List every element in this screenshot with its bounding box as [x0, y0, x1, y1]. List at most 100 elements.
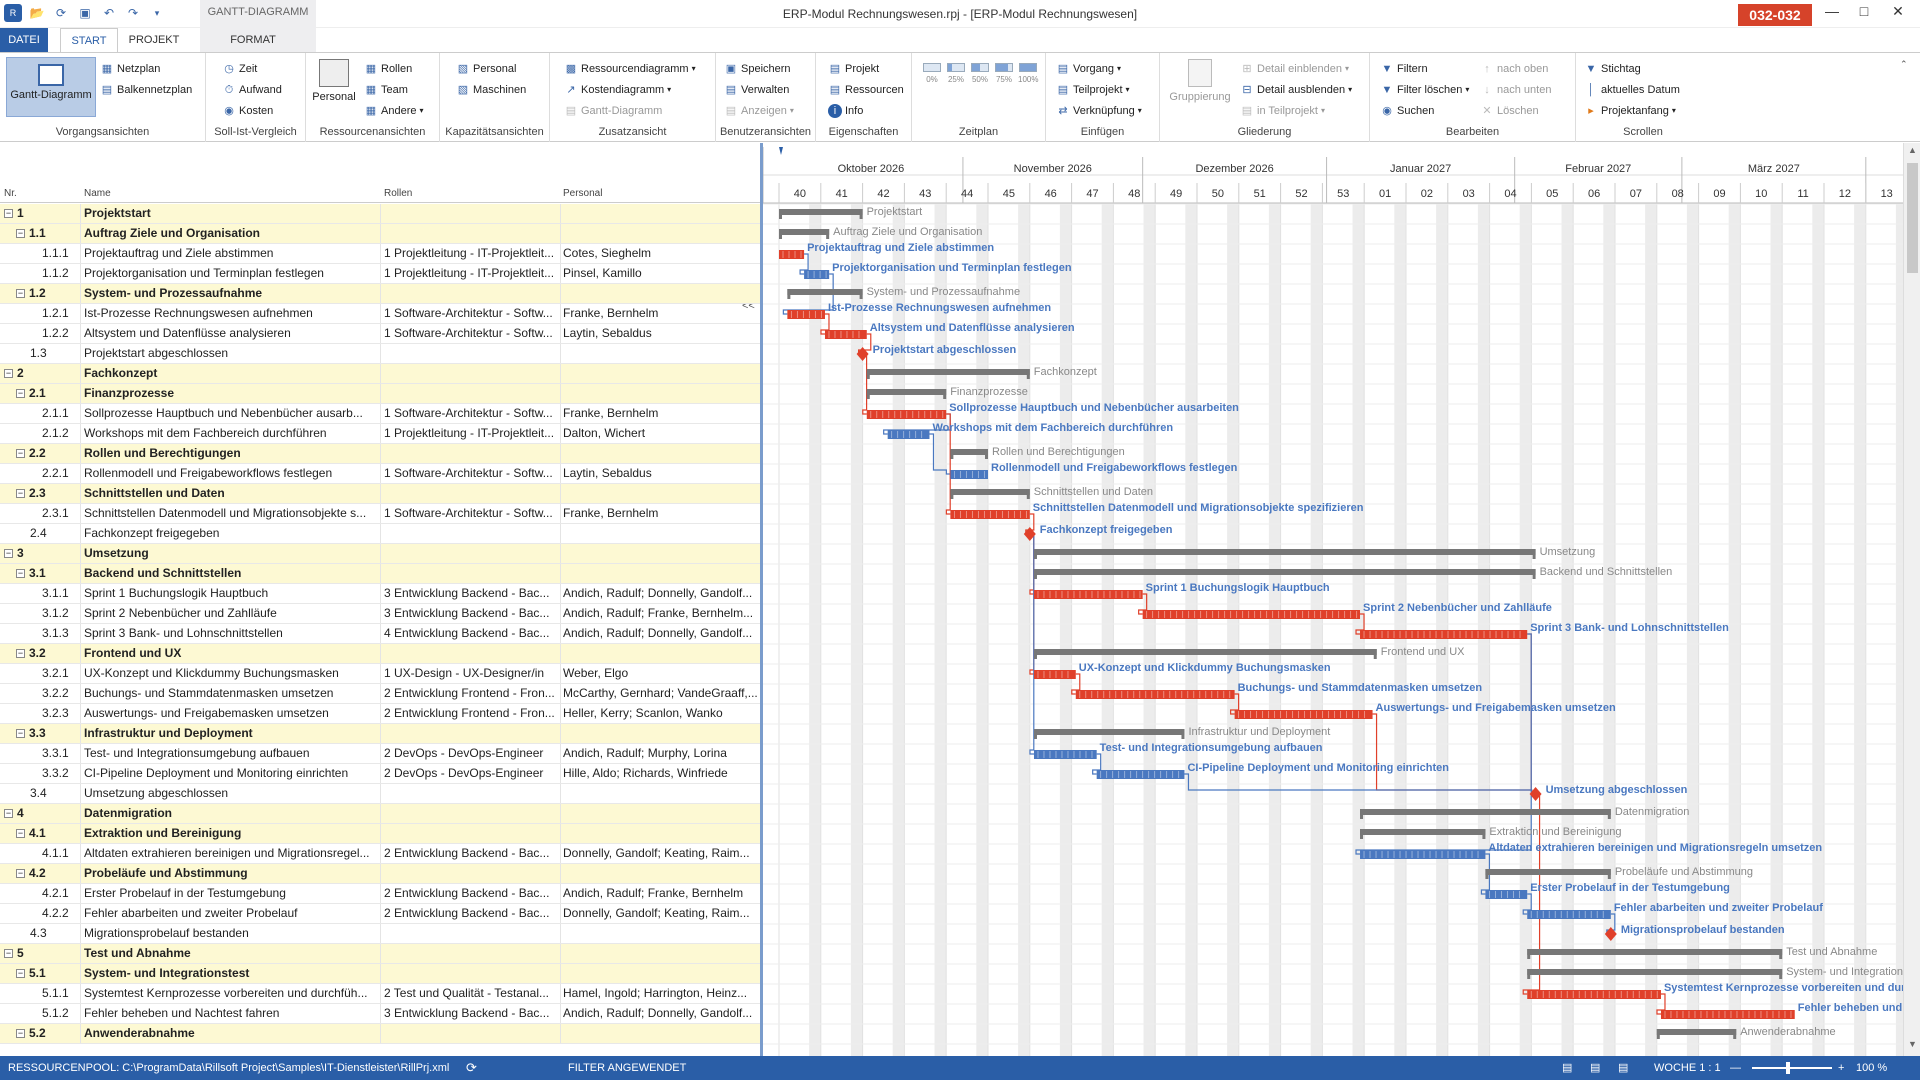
table-row[interactable]: −4 Datenmigration — [0, 804, 760, 824]
pane-splitter[interactable] — [760, 143, 763, 1056]
app-icon[interactable]: R — [4, 4, 22, 22]
andere-button[interactable]: ▦ Andere ▾ — [364, 101, 424, 121]
rollen-button[interactable]: ▦ Rollen — [365, 63, 413, 75]
redo-icon[interactable]: ↷ — [127, 6, 139, 20]
sync-icon[interactable]: ⟳ — [466, 1060, 477, 1075]
table-row[interactable]: 3.1.1 Sprint 1 Buchungslogik Hauptbuch 3 E… — [0, 584, 760, 604]
collapse-toggle-icon[interactable]: − — [16, 228, 25, 239]
tab-datei[interactable]: DATEI — [0, 28, 48, 52]
customize-qat-icon[interactable]: ▾ — [154, 7, 160, 18]
netzplan-button[interactable]: ▦ Netzplan — [101, 63, 161, 75]
table-row[interactable]: 2.1.2 Workshops mit dem Fachbereich durch… — [0, 424, 760, 444]
verknuepfung-button[interactable]: ⇄ Verknüpfung ▾ — [1056, 101, 1141, 121]
info-button[interactable]: i Info — [828, 101, 863, 121]
in-teilprojekt-button[interactable]: ▤ in Teilprojekt ▾ — [1240, 101, 1325, 121]
eig-ressourcen-button[interactable]: ▤ Ressourcen — [829, 84, 904, 96]
table-row[interactable]: 5.1.2 Fehler beheben und Nachtest fahren 3… — [0, 1004, 760, 1024]
open-folder-icon[interactable]: 📂 — [29, 6, 45, 20]
tab-projekt[interactable]: PROJEKT — [128, 34, 180, 46]
gantt-view-button[interactable]: Gantt-Diagramm — [6, 57, 96, 117]
vertical-scrollbar[interactable]: ▲ ▼ — [1903, 143, 1920, 1056]
minimize-icon[interactable]: — — [1825, 3, 1839, 19]
table-row[interactable]: 1.1.2 Projektorganisation und Terminplan … — [0, 264, 760, 284]
collapse-toggle-icon[interactable]: − — [16, 448, 25, 459]
table-row[interactable]: −3.2 Frontend und UX — [0, 644, 760, 664]
table-row[interactable]: −3.1 Backend und Schnittstellen — [0, 564, 760, 584]
table-row[interactable]: −1 Projektstart — [0, 204, 760, 224]
collapse-toggle-icon[interactable]: − — [16, 648, 25, 659]
table-row[interactable]: −1.1 Auftrag Ziele und Organisation — [0, 224, 760, 244]
table-row[interactable]: 1.3 Projektstart abgeschlossen — [0, 344, 760, 364]
table-row[interactable]: −2 Fachkonzept — [0, 364, 760, 384]
table-row[interactable]: 3.1.3 Sprint 3 Bank- und Lohnschnittstell… — [0, 624, 760, 644]
table-row[interactable]: 1.2.1 Ist-Prozesse Rechnungswesen aufnehm… — [0, 304, 760, 324]
view-mode-icon-1[interactable]: ▤ — [1562, 1062, 1573, 1074]
refresh-icon[interactable]: ⟳ — [55, 6, 67, 20]
table-row[interactable]: −5.1 System- und Integrationstest — [0, 964, 760, 984]
kostendiagramm-button[interactable]: ↗ Kostendiagramm ▾ — [564, 80, 671, 100]
close-icon[interactable]: ✕ — [1892, 3, 1904, 19]
verwalten-button[interactable]: ▤ Verwalten — [725, 84, 790, 96]
percent-0-button[interactable]: 0% — [922, 63, 942, 93]
filtern-button[interactable]: ▼ Filtern — [1381, 63, 1428, 75]
percent-50-button[interactable]: 50% — [970, 63, 990, 93]
detail-einblenden-button[interactable]: ⊞ Detail einblenden ▾ — [1240, 59, 1349, 79]
maximize-icon[interactable]: □ — [1859, 3, 1869, 19]
table-row[interactable]: −5 Test und Abnahme — [0, 944, 760, 964]
table-row[interactable]: −4.2 Probeläufe und Abstimmung — [0, 864, 760, 884]
table-row[interactable]: 1.1.1 Projektauftrag und Ziele abstimmen 1… — [0, 244, 760, 264]
collapse-toggle-icon[interactable]: − — [16, 728, 25, 739]
col-personal[interactable]: Personal — [563, 188, 603, 199]
col-nr[interactable]: Nr. — [4, 188, 17, 199]
table-row[interactable]: 3.1.2 Sprint 2 Nebenbücher und Zahlläufe 3… — [0, 604, 760, 624]
nach-unten-button[interactable]: ↓ nach unten — [1480, 80, 1551, 100]
tab-start[interactable]: START — [60, 28, 118, 52]
collapse-toggle-icon[interactable]: − — [16, 488, 25, 499]
collapse-toggle-icon[interactable]: − — [16, 388, 25, 399]
zusatz-gantt-button[interactable]: ▤ Gantt-Diagramm — [565, 105, 663, 117]
table-row[interactable]: −2.1 Finanzprozesse — [0, 384, 760, 404]
table-row[interactable]: 3.2.2 Buchungs- und Stammdatenmasken umse… — [0, 684, 760, 704]
table-row[interactable]: 2.4 Fachkonzept freigegeben — [0, 524, 760, 544]
personal-view-button[interactable]: Personal — [312, 59, 356, 115]
table-row[interactable]: −1.2 System- und Prozessaufnahme — [0, 284, 760, 304]
scroll-up-icon[interactable]: ▲ — [1908, 145, 1917, 155]
save-icon[interactable]: ▣ — [79, 6, 91, 20]
zoom-in-icon[interactable]: + — [1838, 1062, 1845, 1074]
table-row[interactable]: 1.2.2 Altsystem und Datenflüsse analysier… — [0, 324, 760, 344]
table-row[interactable]: 4.2.1 Erster Probelauf in der Testumgebun… — [0, 884, 760, 904]
table-row[interactable]: 5.1.1 Systemtest Kernprozesse vorbereiten… — [0, 984, 760, 1004]
table-row[interactable]: −3 Umsetzung — [0, 544, 760, 564]
percent-25-button[interactable]: 25% — [946, 63, 966, 93]
table-row[interactable]: 2.1.1 Sollprozesse Hauptbuch und Nebenbüc… — [0, 404, 760, 424]
balkennetzplan-button[interactable]: ▤ Balkennetzplan — [101, 84, 193, 96]
table-row[interactable]: −2.2 Rollen und Berechtigungen — [0, 444, 760, 464]
team-button[interactable]: ▦ Team — [365, 84, 408, 96]
aktuelles-datum-button[interactable]: │ aktuelles Datum — [1584, 80, 1680, 100]
loeschen-button[interactable]: ✕ Löschen — [1480, 101, 1538, 121]
speichern-button[interactable]: ▣ Speichern — [725, 63, 791, 75]
collapse-toggle-icon[interactable]: − — [16, 568, 25, 579]
table-row[interactable]: 3.3.1 Test- und Integrationsumgebung aufb… — [0, 744, 760, 764]
collapse-toggle-icon[interactable]: − — [16, 1028, 25, 1039]
collapse-toggle-icon[interactable]: − — [4, 368, 13, 379]
table-row[interactable]: 3.2.1 UX-Konzept und Klickdummy Buchungsm… — [0, 664, 760, 684]
table-row[interactable]: −4.1 Extraktion und Bereinigung — [0, 824, 760, 844]
vorgang-button[interactable]: ▤ Vorgang ▾ — [1056, 59, 1121, 79]
table-row[interactable]: −3.3 Infrastruktur und Deployment — [0, 724, 760, 744]
collapse-toggle-icon[interactable]: − — [16, 968, 25, 979]
collapse-toggle-icon[interactable]: − — [16, 868, 25, 879]
view-mode-icon-2[interactable]: ▤ — [1590, 1062, 1601, 1074]
table-row[interactable]: 2.3.1 Schnittstellen Datenmodell und Migr… — [0, 504, 760, 524]
table-row[interactable]: 3.3.2 CI-Pipeline Deployment und Monitori… — [0, 764, 760, 784]
ressourcendiagramm-button[interactable]: ▩ Ressourcendiagramm ▾ — [564, 59, 696, 79]
table-row[interactable]: 2.2.1 Rollenmodell und Freigabeworkflows … — [0, 464, 760, 484]
table-row[interactable]: 3.2.3 Auswertungs- und Freigabemasken ums… — [0, 704, 760, 724]
percent-100-button[interactable]: 100% — [1018, 63, 1038, 93]
table-row[interactable]: 4.1.1 Altdaten extrahieren bereinigen und… — [0, 844, 760, 864]
eig-projekt-button[interactable]: ▤ Projekt — [829, 63, 880, 75]
gruppierung-button[interactable]: Gruppierung — [1166, 59, 1234, 115]
nach-oben-button[interactable]: ↑ nach oben — [1480, 59, 1548, 79]
table-row[interactable]: 4.3 Migrationsprobelauf bestanden — [0, 924, 760, 944]
projektanfang-button[interactable]: ▸ Projektanfang ▾ — [1584, 101, 1676, 121]
